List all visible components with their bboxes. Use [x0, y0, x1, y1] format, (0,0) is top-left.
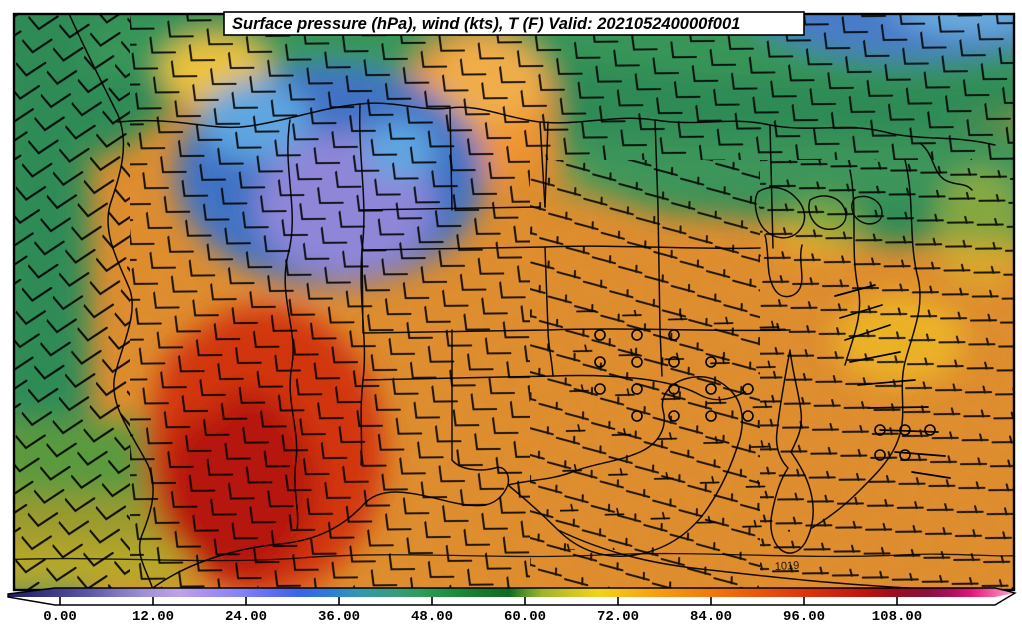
svg-text:1019: 1019: [775, 560, 800, 573]
svg-text:12.00: 12.00: [132, 609, 174, 625]
svg-text:36.00: 36.00: [318, 609, 360, 625]
svg-text:108.00: 108.00: [872, 609, 922, 625]
svg-text:72.00: 72.00: [597, 609, 639, 625]
svg-text:84.00: 84.00: [690, 609, 732, 625]
svg-text:96.00: 96.00: [783, 609, 825, 625]
svg-text:Surface pressure (hPa), wind (: Surface pressure (hPa), wind (kts), T (F…: [232, 15, 740, 33]
svg-text:48.00: 48.00: [411, 609, 453, 625]
svg-text:0.00: 0.00: [43, 609, 77, 625]
svg-text:24.00: 24.00: [225, 609, 267, 625]
svg-text:60.00: 60.00: [504, 609, 546, 625]
